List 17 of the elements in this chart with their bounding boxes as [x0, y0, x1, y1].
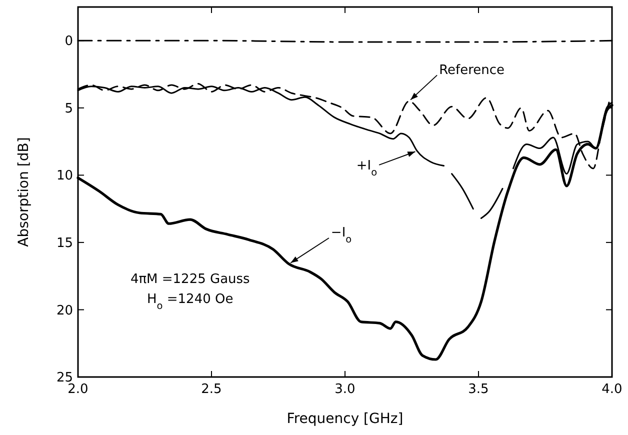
x-tick-label: 2.5 — [201, 382, 222, 397]
annotation: −I$_{o}$ — [330, 226, 352, 246]
annotation: +I$_{o}$ — [356, 158, 378, 178]
y-tick-label: 5 — [64, 101, 73, 116]
annotation: Reference — [439, 62, 505, 78]
y-tick-label: 15 — [56, 236, 73, 252]
y-tick-label: 0 — [64, 34, 73, 50]
x-tick-label: 2.0 — [68, 382, 88, 397]
x-axis-title: Frequency [GHz] — [286, 411, 404, 427]
y-tick-label: 10 — [56, 168, 73, 184]
annotation: H$_{o}$ =1240 Oe — [147, 292, 234, 312]
y-tick-label: 20 — [56, 303, 73, 318]
x-tick-label: 3.5 — [468, 382, 489, 397]
x-tick-label: 4.0 — [602, 382, 622, 397]
x-tick-label: 3.0 — [334, 382, 356, 397]
annotation: 4πM =1225 Gauss — [130, 272, 250, 287]
y-axis-title: Absorption [dB] — [16, 137, 32, 247]
